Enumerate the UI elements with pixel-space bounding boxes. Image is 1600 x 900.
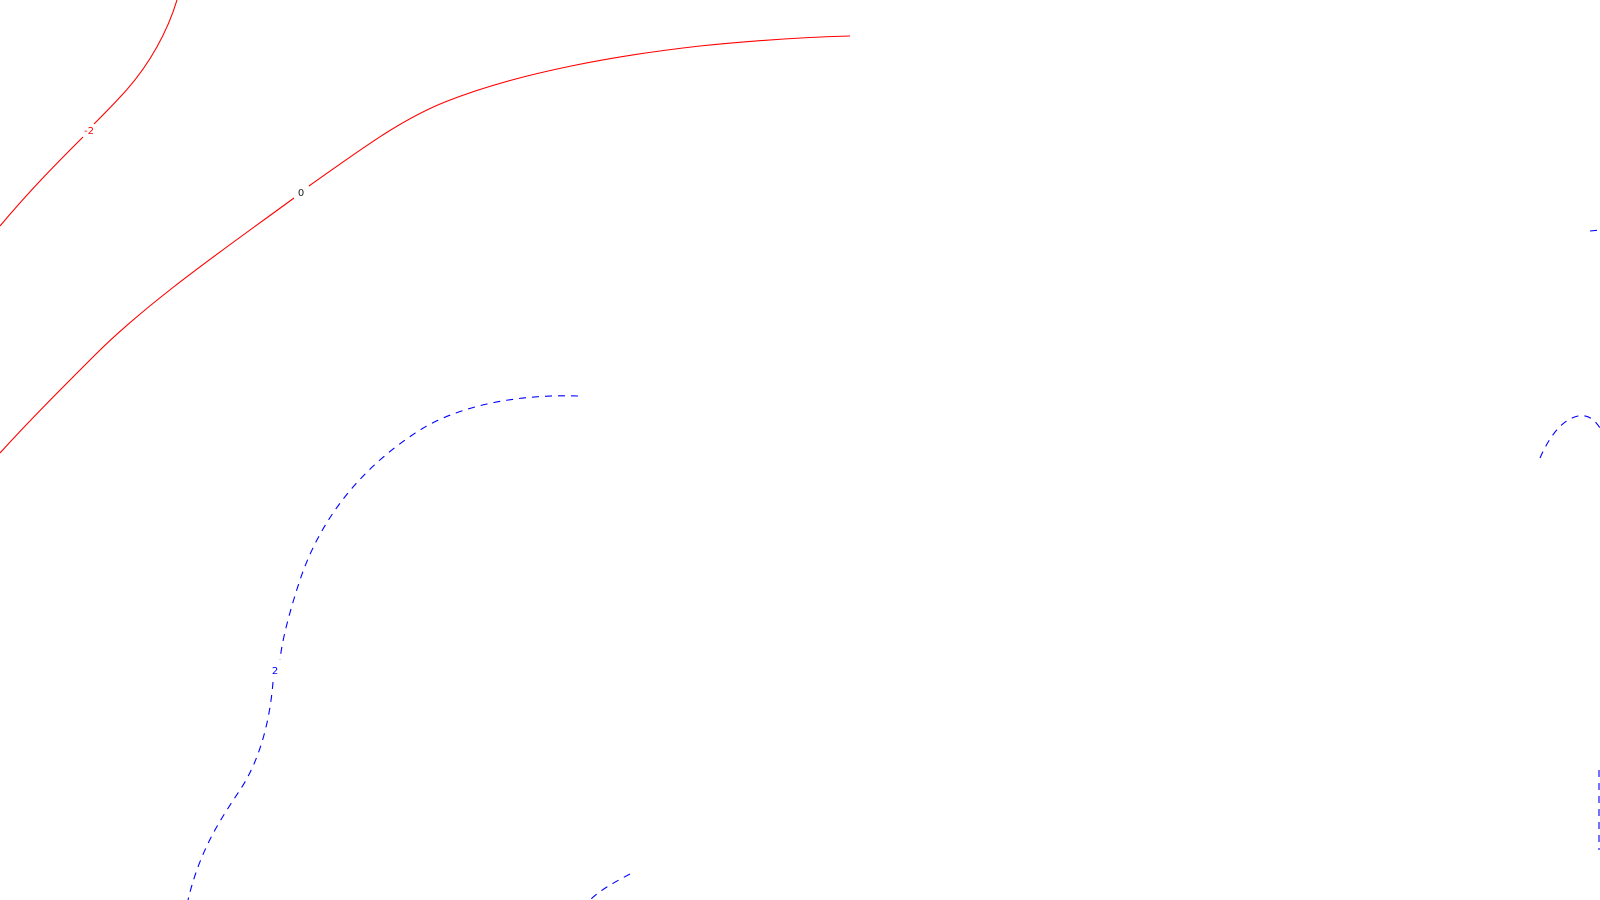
contour-line-0-lower — [0, 197, 295, 454]
contour-line-2-right-mid — [1539, 415, 1600, 459]
contour-line-2-right-top — [1589, 229, 1600, 232]
contour-line-0-upper — [308, 35, 851, 187]
contour-line-2-left-lower — [187, 681, 274, 900]
contour-line-2-left-upper — [279, 395, 579, 661]
contour-label-minus-2: -2 — [84, 126, 94, 137]
contour-label-2: 2 — [272, 666, 278, 677]
contour-line-minus-2 — [93, 0, 178, 125]
contour-line-2-bottom — [589, 873, 631, 900]
contour-label-0: 0 — [298, 188, 304, 199]
contour-line-minus-2-lower — [0, 136, 84, 227]
